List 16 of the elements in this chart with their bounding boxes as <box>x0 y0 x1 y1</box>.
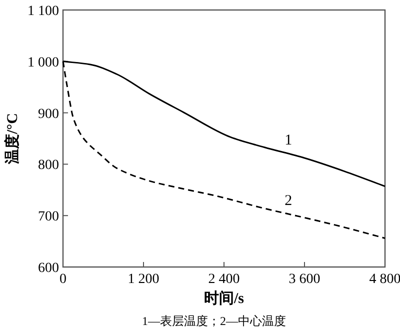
x-tick-label: 2 400 <box>208 272 240 287</box>
y-tick-label: 900 <box>38 106 59 122</box>
y-axis-title: 温度/°C <box>3 113 21 165</box>
x-tick-label: 3 600 <box>288 272 320 287</box>
x-axis-title: 时间/s <box>204 290 244 307</box>
y-tick-label: 1 000 <box>28 55 59 70</box>
x-tick-label: 1 200 <box>128 272 160 287</box>
series-label: 2 <box>284 192 292 209</box>
y-tick-label: 1 100 <box>28 4 59 19</box>
x-tick-label: 4 800 <box>369 272 400 287</box>
y-tick-label: 600 <box>38 261 59 276</box>
y-tick-label: 800 <box>38 158 59 174</box>
y-tick-label: 700 <box>38 210 59 225</box>
text: 1—表层温度；2—中心温度 <box>142 314 286 328</box>
series-label: 1 <box>284 132 292 149</box>
x-tick-label: 0 <box>60 272 66 287</box>
